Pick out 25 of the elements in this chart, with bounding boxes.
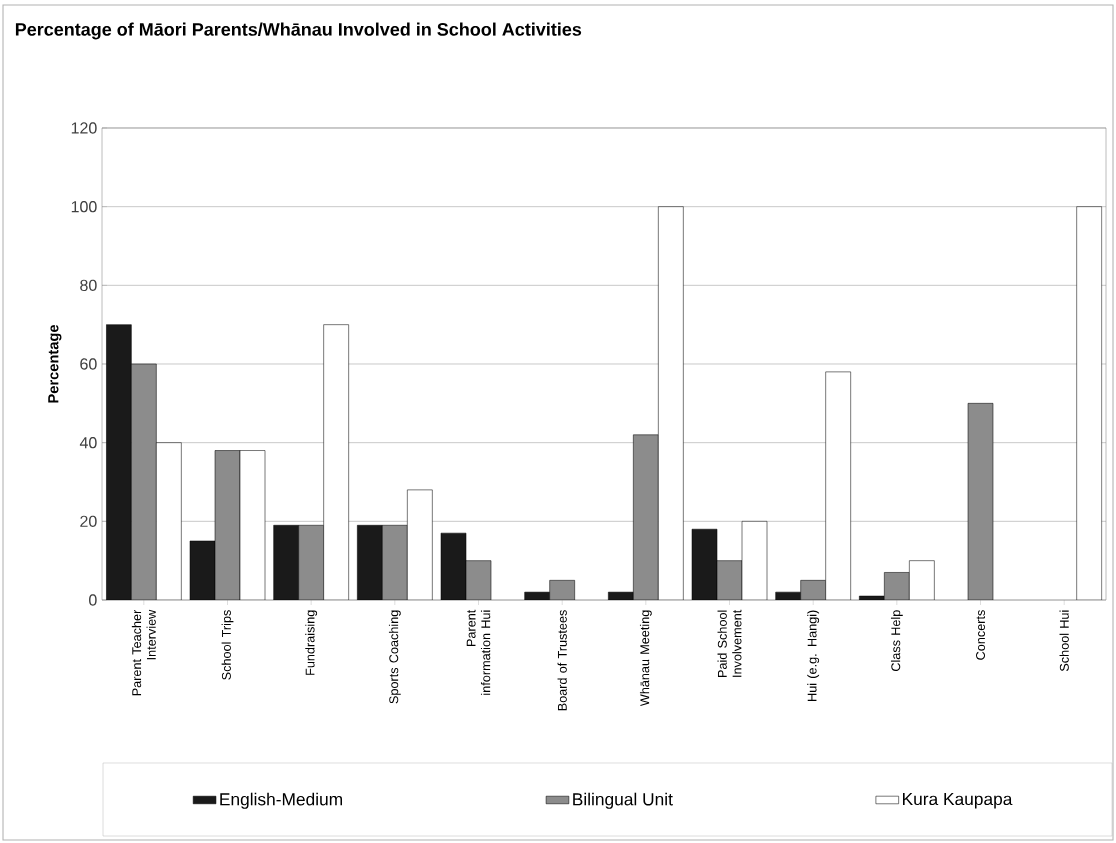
x-tick-label: Sports Coaching <box>388 610 401 704</box>
legend-label: English-Medium <box>220 792 342 809</box>
x-tick-label: School Hui <box>1059 610 1069 672</box>
y-tick-label: 100 <box>71 201 97 213</box>
legend-label: Kura Kaupapa <box>903 793 1013 809</box>
x-tick-label: Paid School Involvement <box>717 609 742 677</box>
y-axis-title: Percentage <box>48 324 62 403</box>
x-tick-label: Class Help <box>890 610 903 672</box>
bar <box>1076 206 1102 600</box>
chart-title: Percentage of Māori Parents/Whānau Involved in School Activities <box>15 22 582 40</box>
x-tick-label: School Trips <box>221 610 234 680</box>
x-tick-label: Parent Teacher Interview <box>131 609 156 696</box>
x-tick-label: Concerts <box>976 610 985 660</box>
y-tick-label: 0 <box>89 594 97 606</box>
x-tick-label: Fundraising <box>305 610 318 675</box>
legend-label: Bilingual Unit <box>573 792 673 809</box>
y-tick-label: 20 <box>80 515 97 527</box>
y-tick-label: 80 <box>80 279 97 291</box>
x-tick-label: Hui (e.g. Hangi) <box>807 610 820 701</box>
y-tick-label: 60 <box>80 358 97 370</box>
x-tick-label: Whānau Meeting <box>639 610 652 707</box>
x-tick-label: Board of Trustees <box>557 610 567 711</box>
y-tick-label: 40 <box>79 437 97 449</box>
x-tick-label: Parent information Hui <box>466 609 491 695</box>
y-tick-label: 120 <box>71 122 97 134</box>
